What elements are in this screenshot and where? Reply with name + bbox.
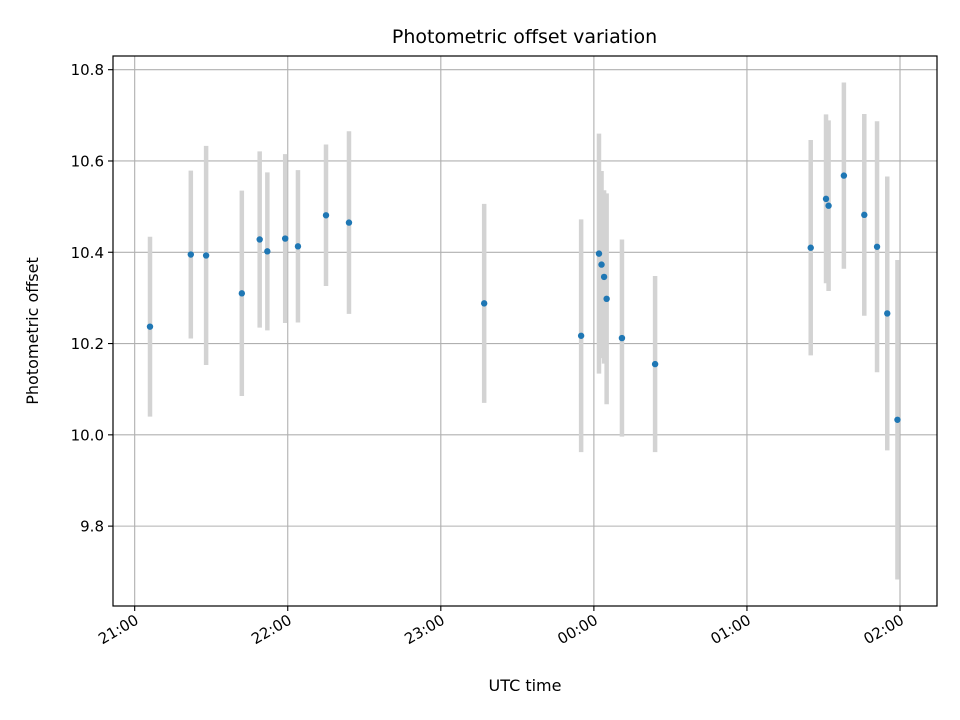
x-tick-label: 02:00	[861, 611, 907, 648]
data-point	[618, 334, 626, 342]
chart-title: Photometric offset variation	[392, 26, 657, 48]
data-point	[345, 219, 353, 226]
data-point	[861, 211, 868, 219]
data-point	[281, 235, 289, 242]
grid	[113, 56, 937, 606]
data-point	[577, 332, 585, 339]
x-tick-label: 23:00	[401, 611, 447, 648]
data-point	[146, 323, 154, 330]
data-point	[873, 243, 881, 250]
data-point	[825, 202, 832, 209]
data-point	[822, 195, 830, 203]
x-tick-label: 21:00	[95, 611, 141, 648]
data-point	[322, 212, 330, 219]
data-point	[256, 236, 263, 243]
data-point	[651, 360, 659, 368]
x-tick-label: 22:00	[248, 611, 294, 648]
y-tick-label: 10.2	[71, 335, 104, 353]
x-axis: 21:00 22:00 23:00 00:00 01:00 02:00	[95, 606, 907, 648]
y-tick-label: 10.8	[71, 61, 104, 79]
data-point	[840, 172, 848, 179]
x-tick-label: 00:00	[554, 611, 600, 648]
y-axis: 9.8 10.0 10.2 10.4 10.6 10.8	[71, 61, 113, 536]
y-tick-label: 10.6	[71, 152, 104, 170]
x-axis-label: UTC time	[489, 676, 562, 695]
plot-frame	[112, 55, 938, 607]
data-point	[294, 243, 302, 250]
y-axis-label: Photometric offset	[23, 257, 42, 405]
data-point	[603, 295, 610, 303]
data-point	[595, 250, 603, 257]
y-tick-label: 10.4	[71, 244, 104, 262]
data-point	[807, 244, 814, 251]
y-tick-label: 9.8	[80, 518, 104, 536]
data-point	[884, 310, 891, 317]
data-point	[187, 251, 195, 258]
data-point	[202, 252, 210, 259]
data-points	[146, 172, 901, 423]
data-point	[264, 248, 271, 255]
data-point	[600, 273, 608, 281]
error-bars	[147, 82, 900, 580]
data-point	[894, 416, 901, 423]
data-point	[598, 261, 605, 268]
data-point	[480, 300, 488, 307]
y-tick-label: 10.0	[71, 426, 104, 444]
data-point	[238, 290, 246, 297]
x-tick-label: 01:00	[708, 611, 754, 648]
